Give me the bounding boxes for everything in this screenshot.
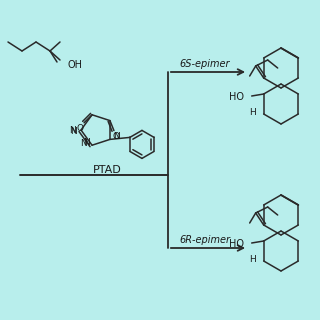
Text: OH: OH bbox=[68, 60, 83, 70]
Text: N: N bbox=[83, 138, 90, 147]
Text: N: N bbox=[70, 126, 77, 135]
Text: O: O bbox=[76, 124, 84, 133]
Text: N: N bbox=[80, 139, 87, 148]
Text: PTAD: PTAD bbox=[92, 165, 121, 175]
Text: H: H bbox=[249, 254, 256, 263]
Text: 6S-epimer: 6S-epimer bbox=[180, 59, 230, 69]
Text: N: N bbox=[69, 125, 76, 134]
Text: O: O bbox=[112, 132, 119, 141]
Text: N: N bbox=[113, 132, 120, 141]
Text: H: H bbox=[249, 108, 256, 116]
Text: HO: HO bbox=[229, 239, 244, 249]
Text: HO: HO bbox=[229, 92, 244, 102]
Text: 6R-epimer: 6R-epimer bbox=[180, 235, 230, 245]
